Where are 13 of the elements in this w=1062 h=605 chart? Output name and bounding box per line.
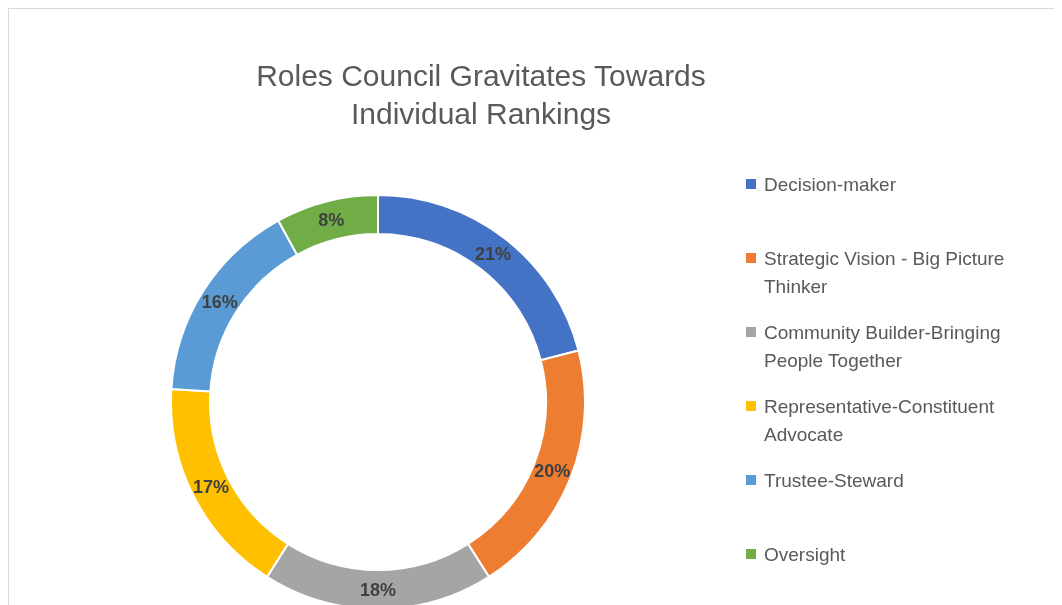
data-label: 16% [201, 291, 238, 312]
legend-label: Representative-Constituent Advocate [764, 395, 996, 447]
legend-label: Trustee-Steward [764, 469, 904, 493]
data-label: 20% [534, 461, 571, 482]
chart-title: Roles Council Gravitates Towards Individual Rankings [255, 58, 707, 132]
data-label: 21% [474, 243, 511, 264]
legend-label: Decision-maker [764, 173, 896, 197]
legend-label: Community Builder-Bringing People Together [764, 321, 1002, 373]
legend-label: Oversight [764, 543, 846, 567]
data-label: 18% [359, 579, 397, 600]
data-label: 8% [318, 210, 345, 231]
legend-label: Strategic Vision - Big Picture Thinker [764, 247, 1006, 299]
data-label: 17% [192, 477, 229, 498]
